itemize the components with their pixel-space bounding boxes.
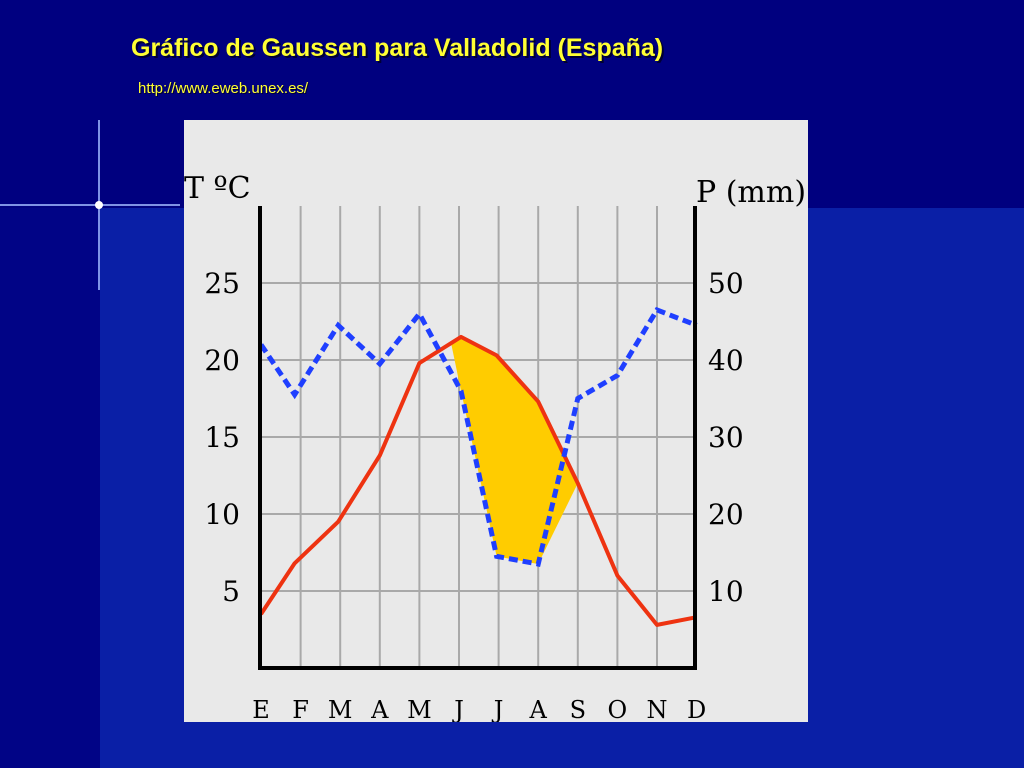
grid-lines bbox=[260, 206, 695, 668]
month-label: F bbox=[292, 696, 309, 722]
dry-period-area bbox=[451, 336, 578, 565]
month-label: M bbox=[407, 696, 432, 722]
slide-title: Gráfico de Gaussen para Valladolid (Espa… bbox=[131, 34, 664, 62]
left-tick-label: 20 bbox=[204, 344, 240, 377]
month-label: S bbox=[570, 696, 586, 722]
right-axis-ticks: 10 20 30 40 50 bbox=[708, 267, 744, 608]
right-tick-label: 40 bbox=[708, 344, 744, 377]
month-label: A bbox=[529, 696, 548, 722]
right-tick-label: 30 bbox=[708, 421, 744, 454]
source-url[interactable]: http://www.eweb.unex.es/ bbox=[138, 80, 309, 97]
month-label: A bbox=[370, 696, 389, 722]
temperature-line bbox=[259, 334, 697, 627]
right-tick-label: 50 bbox=[708, 267, 744, 300]
month-label: D bbox=[687, 696, 706, 722]
precipitation-line bbox=[258, 306, 698, 567]
left-tick-label: 25 bbox=[204, 267, 240, 300]
left-stripe bbox=[0, 0, 100, 768]
left-axis-ticks: 5 10 15 20 25 bbox=[204, 267, 240, 608]
month-label: O bbox=[608, 696, 628, 722]
left-tick-label: 5 bbox=[222, 575, 240, 608]
month-label: J bbox=[451, 696, 464, 722]
left-axis-label: T ºC bbox=[184, 171, 251, 206]
left-tick-label: 10 bbox=[204, 498, 240, 531]
left-tick-label: 15 bbox=[204, 421, 240, 454]
axes-frame bbox=[258, 206, 697, 670]
month-label: M bbox=[328, 696, 353, 722]
right-tick-label: 20 bbox=[708, 498, 744, 531]
right-tick-label: 10 bbox=[708, 575, 744, 608]
data-series bbox=[258, 306, 698, 627]
right-axis-label: P (mm) bbox=[696, 175, 806, 210]
sparkle-star-icon bbox=[95, 201, 103, 209]
month-label: J bbox=[491, 696, 504, 722]
month-label: N bbox=[647, 696, 668, 722]
month-label: E bbox=[252, 696, 270, 722]
